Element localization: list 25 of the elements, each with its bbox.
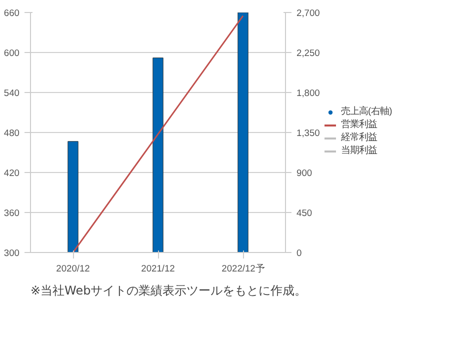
legend-label: 営業利益 [341,118,377,131]
y-tick-label: 360 [4,208,20,218]
text: ※当社Webサイトの業績表示ツールをもとに作成。 [30,284,307,298]
bar [152,58,164,252]
y2-tick-label: 2,250 [296,48,320,58]
y2-tick-label: 900 [296,168,312,178]
y2-tick-label: 450 [296,208,312,218]
x-tick-label: 2022/12予 [222,264,264,274]
y-tick-label: 600 [4,48,20,58]
y-tick-label: 420 [4,168,20,178]
y2-tick-label: 1,350 [296,128,320,138]
x-tick-label: 2020/12 [56,264,90,274]
legend-label: 経常利益 [341,131,377,144]
bar [238,12,248,252]
y-tick-label: 540 [4,88,20,98]
y-tick-label: 660 [4,8,20,18]
bar [68,141,78,252]
x-tick-label: 2021/12 [141,264,175,274]
legend-label: 売上高(右軸) [341,105,392,118]
y-tick-label: 480 [4,128,20,138]
y2-tick-label: 2,700 [296,8,320,18]
y2-tick-label: 1,800 [296,88,320,98]
y2-tick-label: 0 [296,248,302,258]
y-tick-label: 300 [4,248,20,258]
legend-label: 当期利益 [341,144,377,157]
